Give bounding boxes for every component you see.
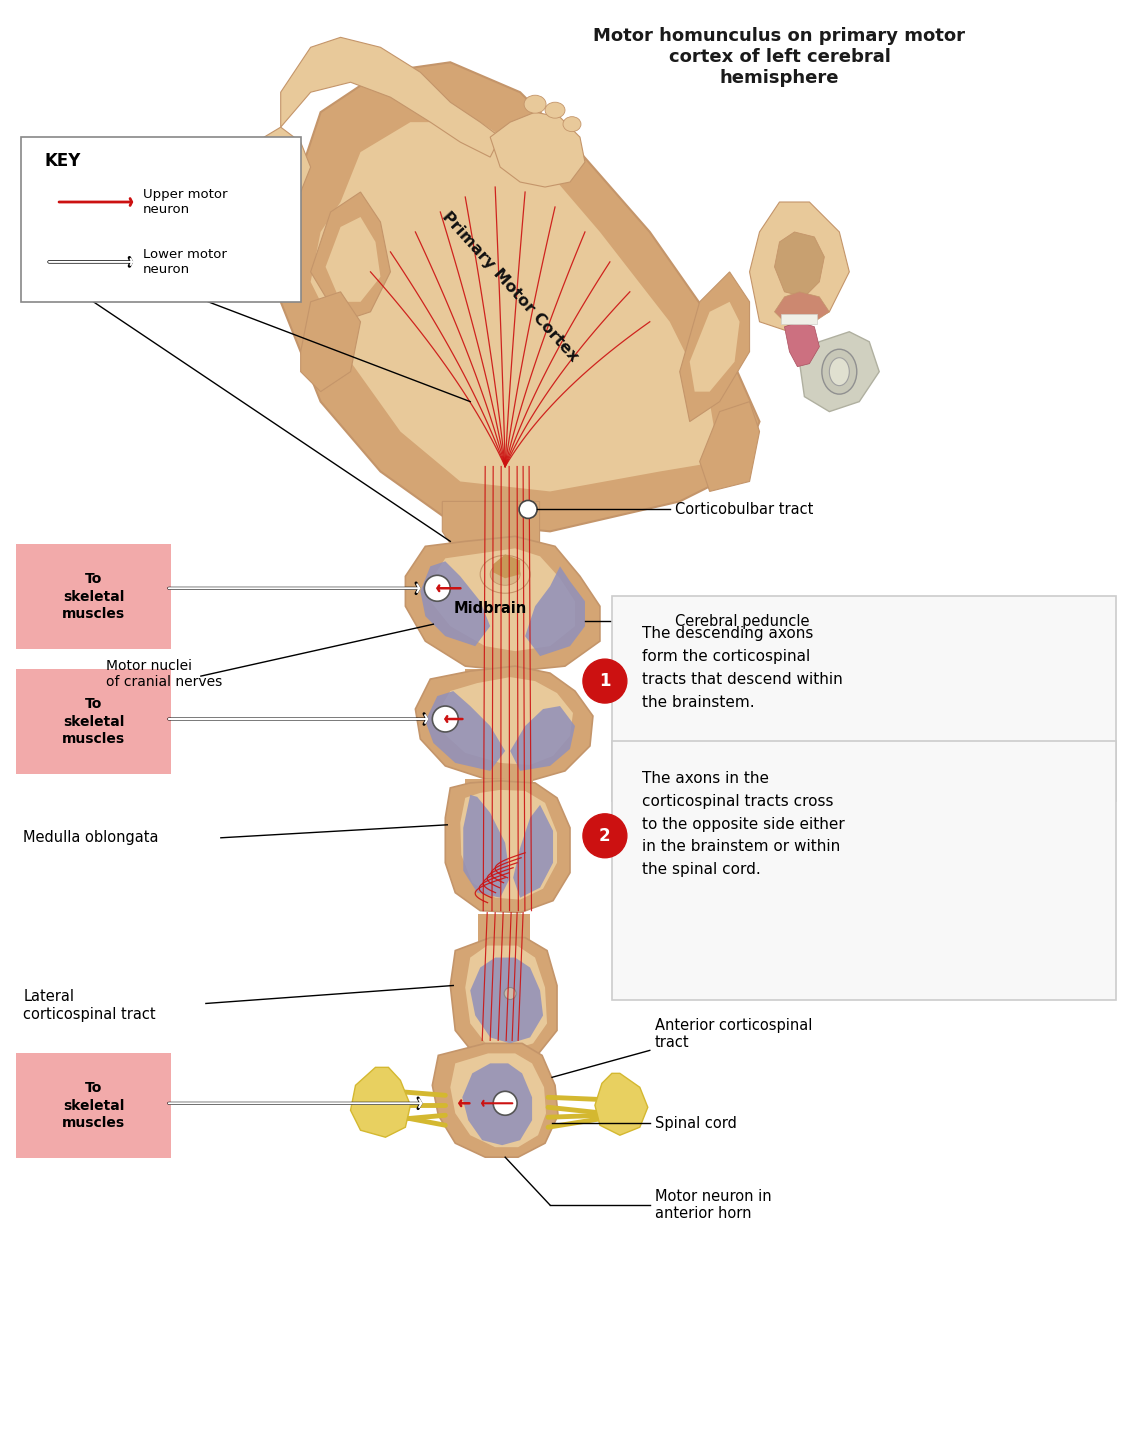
Polygon shape [437, 678, 573, 765]
Polygon shape [781, 313, 817, 324]
Polygon shape [405, 537, 600, 672]
Polygon shape [463, 795, 511, 898]
Polygon shape [700, 402, 760, 492]
Polygon shape [470, 958, 543, 1043]
Circle shape [583, 814, 627, 858]
Circle shape [424, 575, 451, 601]
Polygon shape [451, 937, 557, 1064]
Polygon shape [351, 1068, 411, 1138]
Text: Motor nuclei
of cranial nerves: Motor nuclei of cranial nerves [106, 659, 222, 689]
Text: To
skeletal
muscles: To skeletal muscles [62, 698, 126, 746]
FancyBboxPatch shape [16, 1053, 171, 1158]
Polygon shape [784, 322, 820, 367]
Ellipse shape [544, 102, 565, 118]
Polygon shape [465, 946, 547, 1051]
Polygon shape [451, 1053, 546, 1148]
FancyBboxPatch shape [16, 669, 171, 773]
Text: Motor homunculus on primary motor
cortex of left cerebral
hemisphere: Motor homunculus on primary motor cortex… [593, 28, 966, 87]
Ellipse shape [490, 563, 520, 585]
Polygon shape [443, 502, 540, 551]
Polygon shape [462, 1064, 532, 1145]
Polygon shape [494, 554, 520, 579]
Polygon shape [281, 38, 500, 157]
Ellipse shape [563, 116, 581, 132]
Text: To
skeletal
muscles: To skeletal muscles [62, 573, 126, 621]
FancyBboxPatch shape [16, 544, 171, 649]
Polygon shape [478, 914, 530, 956]
Text: The axons in the
corticospinal tracts cross
to the opposite side either
in the b: The axons in the corticospinal tracts cr… [642, 770, 844, 876]
Text: To
skeletal
muscles: To skeletal muscles [62, 1081, 126, 1130]
Ellipse shape [822, 350, 857, 395]
Polygon shape [490, 112, 585, 187]
Ellipse shape [524, 96, 546, 113]
Polygon shape [301, 292, 360, 392]
Polygon shape [246, 128, 310, 202]
FancyBboxPatch shape [22, 138, 301, 302]
Polygon shape [445, 781, 571, 913]
Circle shape [504, 988, 516, 1000]
Polygon shape [426, 691, 505, 770]
Polygon shape [689, 302, 739, 392]
Polygon shape [430, 548, 575, 651]
Polygon shape [774, 232, 824, 297]
Circle shape [432, 707, 458, 731]
Polygon shape [525, 566, 585, 656]
Text: Corticobulbar tract: Corticobulbar tract [675, 502, 813, 517]
Ellipse shape [830, 358, 849, 386]
Polygon shape [326, 218, 380, 302]
Text: 2: 2 [599, 827, 611, 844]
Text: Lateral
corticospinal tract: Lateral corticospinal tract [24, 990, 156, 1022]
Text: The descending axons
form the corticospinal
tracts that descend within
the brain: The descending axons form the corticospi… [642, 627, 842, 710]
Text: Cerebral peduncle: Cerebral peduncle [675, 614, 809, 628]
Circle shape [520, 501, 537, 518]
Circle shape [583, 659, 627, 704]
Polygon shape [595, 1074, 648, 1135]
Polygon shape [415, 666, 593, 781]
Text: Anterior corticospinal
tract: Anterior corticospinal tract [654, 1019, 812, 1051]
Polygon shape [513, 805, 554, 898]
Polygon shape [774, 292, 830, 324]
Circle shape [494, 1091, 517, 1116]
Polygon shape [310, 122, 720, 492]
Polygon shape [799, 332, 880, 412]
Polygon shape [281, 62, 760, 531]
Text: KEY: KEY [44, 152, 80, 170]
Text: Medulla oblongata: Medulla oblongata [24, 830, 158, 846]
Text: Midbrain: Midbrain [454, 601, 526, 615]
FancyBboxPatch shape [612, 596, 1116, 801]
Polygon shape [511, 707, 575, 770]
Text: 1: 1 [599, 672, 610, 691]
Ellipse shape [480, 556, 530, 593]
Polygon shape [679, 271, 749, 422]
Text: Spinal cord: Spinal cord [654, 1116, 737, 1130]
Text: Upper motor
neuron: Upper motor neuron [143, 189, 228, 216]
FancyBboxPatch shape [612, 741, 1116, 1001]
Polygon shape [310, 192, 391, 322]
Text: Motor neuron in
anterior horn: Motor neuron in anterior horn [654, 1188, 771, 1222]
Polygon shape [749, 202, 849, 332]
Text: Lower motor
neuron: Lower motor neuron [143, 248, 226, 276]
Polygon shape [465, 779, 533, 801]
Text: Primary Motor Cortex: Primary Motor Cortex [439, 209, 581, 364]
Polygon shape [420, 562, 490, 646]
Polygon shape [465, 669, 533, 689]
Polygon shape [432, 1043, 558, 1156]
Polygon shape [461, 789, 557, 900]
